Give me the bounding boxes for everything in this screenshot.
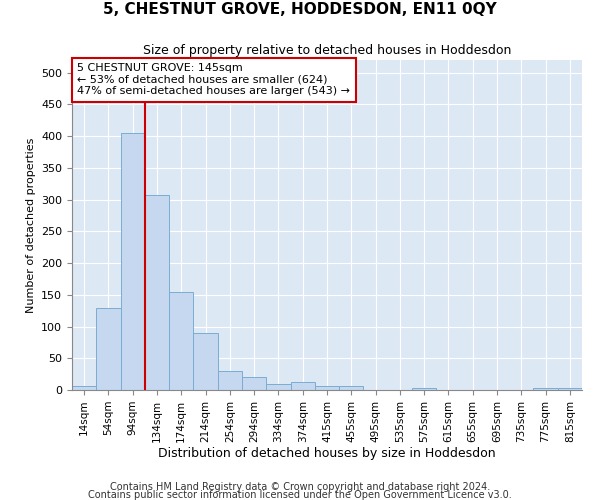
Y-axis label: Number of detached properties: Number of detached properties bbox=[26, 138, 35, 312]
Text: 5 CHESTNUT GROVE: 145sqm
← 53% of detached houses are smaller (624)
47% of semi-: 5 CHESTNUT GROVE: 145sqm ← 53% of detach… bbox=[77, 64, 350, 96]
Bar bbox=[72, 386, 96, 390]
X-axis label: Distribution of detached houses by size in Hoddesdon: Distribution of detached houses by size … bbox=[158, 448, 496, 460]
Bar bbox=[169, 292, 193, 390]
Bar bbox=[96, 308, 121, 390]
Bar bbox=[533, 388, 558, 390]
Text: 5, CHESTNUT GROVE, HODDESDON, EN11 0QY: 5, CHESTNUT GROVE, HODDESDON, EN11 0QY bbox=[103, 2, 497, 18]
Title: Size of property relative to detached houses in Hoddesdon: Size of property relative to detached ho… bbox=[143, 44, 511, 58]
Bar bbox=[242, 378, 266, 390]
Bar bbox=[266, 384, 290, 390]
Bar bbox=[412, 388, 436, 390]
Bar bbox=[145, 194, 169, 390]
Text: Contains HM Land Registry data © Crown copyright and database right 2024.: Contains HM Land Registry data © Crown c… bbox=[110, 482, 490, 492]
Bar bbox=[193, 333, 218, 390]
Bar bbox=[339, 386, 364, 390]
Bar bbox=[315, 386, 339, 390]
Text: Contains public sector information licensed under the Open Government Licence v3: Contains public sector information licen… bbox=[88, 490, 512, 500]
Bar bbox=[290, 382, 315, 390]
Bar bbox=[121, 133, 145, 390]
Bar bbox=[218, 371, 242, 390]
Bar bbox=[558, 388, 582, 390]
